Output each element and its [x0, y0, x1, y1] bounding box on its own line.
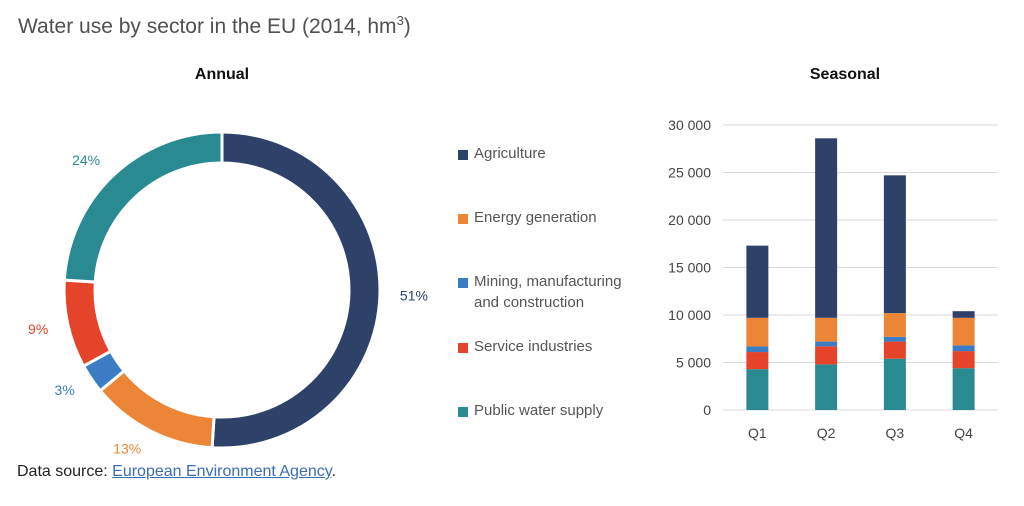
- legend-label: Mining, manufacturing and construction: [474, 273, 622, 311]
- legend-item-public-water-supply: Public water supply: [458, 400, 649, 421]
- bar-q2-energy-generation: [815, 317, 838, 342]
- annual-donut-chart: 51% 13% 3% 9% 24%: [28, 130, 428, 457]
- legend-label: Agriculture: [474, 145, 546, 162]
- legend-swatch-agriculture: [458, 150, 468, 160]
- bar-q2-service-industries: [815, 346, 838, 365]
- bar-q3-mining-manufacturing-and-construction: [883, 336, 906, 342]
- legend-item-energy-generation: Energy generation: [458, 207, 649, 228]
- source-link[interactable]: European Environment Agency: [112, 463, 332, 480]
- bar-q4-mining-manufacturing-and-construction: [952, 345, 975, 352]
- y-tick-label: 0: [703, 402, 711, 418]
- donut-label-mining-manufacturing-and-construction: 3%: [55, 382, 75, 398]
- page-title: Water use by sector in the EU (2014, hm3…: [18, 13, 411, 38]
- donut-label-energy-generation: 13%: [113, 441, 141, 457]
- y-tick-label: 30 000: [668, 117, 711, 133]
- y-tick-label: 10 000: [668, 307, 711, 323]
- x-tick-label: Q2: [817, 425, 836, 441]
- legend-item-mining-manufacturing: Mining, manufacturing and construction: [458, 271, 649, 313]
- bar-q4-service-industries: [952, 351, 975, 369]
- bar-q1-service-industries: [746, 352, 769, 370]
- annual-chart-title: Annual: [194, 66, 250, 83]
- donut-slice-service-industries: [62, 278, 113, 369]
- legend-item-service-industries: Service industries: [458, 336, 649, 357]
- donut-slice-public-water-supply: [62, 130, 224, 284]
- legend-swatch-energy-generation: [458, 214, 468, 224]
- bar-q1-energy-generation: [746, 317, 769, 347]
- x-tick-label: Q1: [748, 425, 767, 441]
- y-tick-label: 5 000: [676, 355, 711, 371]
- donut-slice-agriculture: [210, 130, 382, 450]
- legend-swatch-mining-manufacturing: [458, 278, 468, 288]
- seasonal-chart-title: Seasonal: [809, 66, 881, 83]
- donut-slice-energy-generation: [98, 368, 216, 450]
- x-tick-label: Q3: [886, 425, 905, 441]
- donut-label-agriculture: 51%: [400, 288, 428, 304]
- donut-label-service-industries: 9%: [28, 321, 48, 337]
- y-tick-label: 20 000: [668, 212, 711, 228]
- data-source: Data source: European Environment Agency…: [17, 463, 337, 480]
- bar-q4-energy-generation: [952, 317, 975, 346]
- legend-label: Public water supply: [474, 402, 604, 419]
- x-tick-label: Q4: [954, 425, 973, 441]
- bar-q2-mining-manufacturing-and-construction: [815, 341, 838, 347]
- bar-q2-public-water-supply: [815, 364, 838, 410]
- bar-q1-public-water-supply: [746, 369, 769, 410]
- bar-q3-service-industries: [883, 341, 906, 359]
- y-tick-label: 15 000: [668, 260, 711, 276]
- bar-q2-agriculture: [815, 138, 838, 318]
- bar-q3-public-water-supply: [883, 358, 906, 410]
- donut-label-public-water-supply: 24%: [72, 152, 100, 168]
- seasonal-bar-chart: 0 5 000 10 000 15 000 20 000 25 000 30 000 Q1 Q2…: [668, 117, 998, 441]
- bar-q1-mining-manufacturing-and-construction: [746, 346, 769, 353]
- legend-label: Energy generation: [474, 209, 597, 226]
- bar-q3-agriculture: [883, 175, 906, 314]
- legend-label: Service industries: [474, 338, 593, 355]
- legend-item-agriculture: Agriculture: [458, 143, 649, 164]
- bar-q4-agriculture: [952, 311, 975, 318]
- bar-q4-public-water-supply: [952, 368, 975, 410]
- legend-swatch-service-industries: [458, 343, 468, 353]
- bar-q3-energy-generation: [883, 313, 906, 337]
- bar-q1-agriculture: [746, 245, 769, 318]
- y-tick-label: 25 000: [668, 165, 711, 181]
- legend-swatch-public-water-supply: [458, 407, 468, 417]
